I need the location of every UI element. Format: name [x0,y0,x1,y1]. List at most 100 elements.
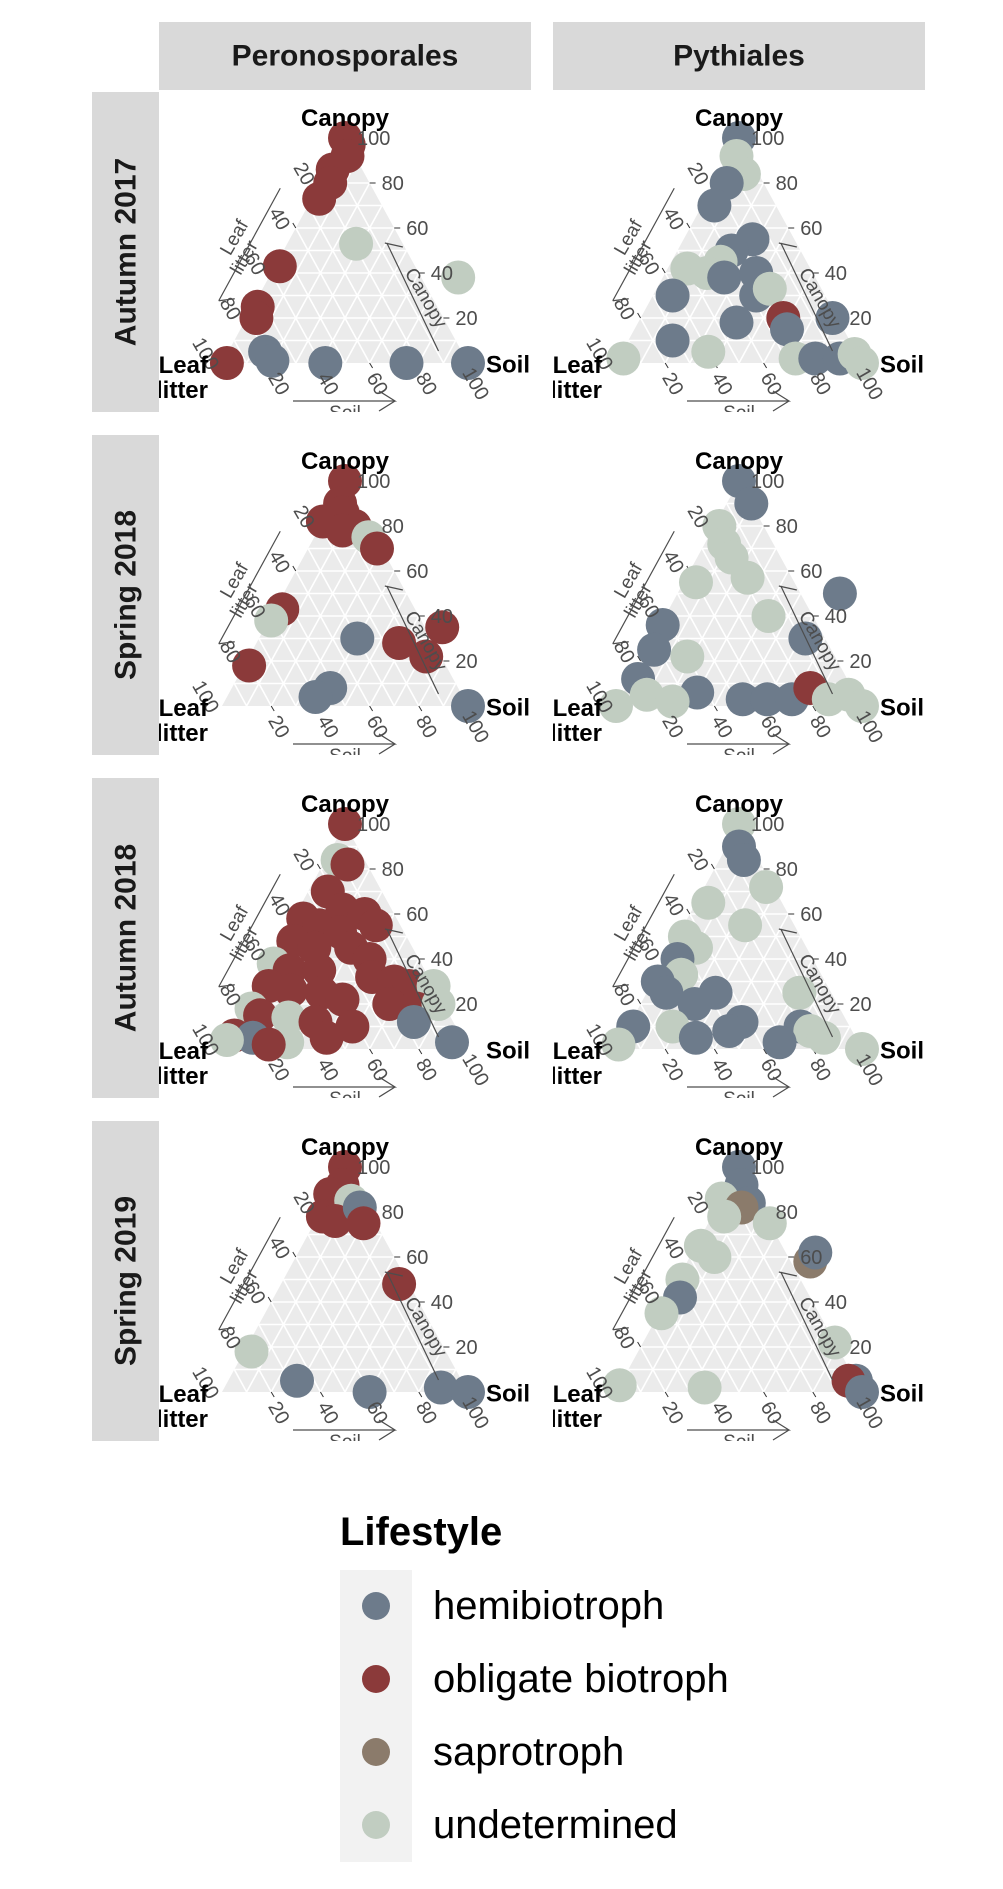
axis-arrow-litter [218,530,281,645]
tick-mark-soil [418,1048,423,1055]
grid-line-soil [418,317,445,364]
tick-mark-litter [661,267,666,274]
grid-line-soil [295,548,383,707]
tick-mark-soil [270,1391,275,1398]
ternary-point-obligate-biotroph [209,346,244,380]
tick-label-soil: 80 [411,712,441,742]
tick-label-soil: 60 [362,1055,392,1085]
tick-label-canopy: 20 [849,651,871,673]
tick-mark-soil [369,1048,374,1055]
axis-arrow-litter-head [612,641,629,645]
apex-label-leaf-litter: litter [550,377,602,404]
tick-label-canopy: 80 [382,1202,404,1224]
ternary-tick-marks [637,177,844,369]
ternary-point-undetermined [606,341,641,376]
tick-label-soil: 20 [657,712,687,742]
apex-label-leaf-litter: Leaf [553,695,603,722]
legend-item-hemibiotroph: hemibiotroph [362,1584,664,1628]
axis-arrow-canopy [386,585,440,695]
ternary-point-undetermined [254,603,289,638]
tick-label-canopy: 100 [357,814,390,836]
grid-line-litter [639,1003,666,1050]
apex-label-leaf-litter: litter [156,720,208,747]
ternary-point-undetermined [271,1000,306,1035]
ternary-point-obligate-biotroph [325,513,360,548]
ternary-points [606,121,879,380]
ternary-point-obligate-biotroph [335,1009,370,1044]
tick-mark-soil [763,1048,768,1055]
ternary-point-hemibiotroph [655,323,690,358]
ternary-point-obligate-biotroph [239,301,274,335]
axis-title-soil: Soil [329,403,361,424]
apex-label-canopy: Canopy [301,1134,390,1161]
ternary-points [599,464,879,723]
axis-arrow-soil [293,390,398,412]
tick-label-litter: 20 [289,845,319,875]
ternary-axis-arrows [612,1216,834,1441]
axis-arrow-canopy-head [384,928,403,934]
apex-label-leaf-litter: litter [550,720,602,747]
ternary-point-hemibiotroph [340,621,375,656]
ternary-point-hemibiotroph [725,682,760,717]
ternary-point-hemibiotroph [298,680,333,714]
grid-line-soil [344,593,408,707]
tick-label-canopy: 40 [431,1292,453,1314]
grid-line-soil [442,340,457,364]
ternary-axis-arrows [612,873,834,1098]
tick-label-canopy: 40 [431,263,453,285]
ternary-point-obligate-biotroph [328,807,362,841]
axis-arrow-litter-head [612,298,629,302]
ternary-point-undetermined [601,1027,636,1062]
axis-arrow-soil [687,733,792,755]
grid-line-soil [418,660,445,707]
apex-label-soil: Soil [880,695,924,722]
axis-arrow-canopy [386,928,440,1038]
tick-label-canopy: 80 [382,516,404,538]
tick-label-canopy: 40 [825,1292,847,1314]
ternary-point-hemibiotroph [649,975,684,1010]
tick-mark-soil [713,705,718,712]
ternary-point-hemibiotroph [707,260,742,295]
grid-line-soil [762,1301,814,1393]
tick-label-canopy: 40 [825,263,847,285]
grid-line-soil [738,1279,802,1393]
tick-label-canopy: 60 [800,904,822,926]
ternary-point-undetermined [751,599,786,633]
ternary-point-hemibiotroph [770,312,804,347]
axis-arrow-canopy [780,585,834,695]
legend-label: saprotroph [433,1730,624,1774]
ternary-point-undetermined [697,1240,732,1274]
axis-arrow-litter-head [218,984,235,988]
apex-label-canopy: Canopy [301,791,390,818]
ternary-point-obligate-biotroph [382,626,417,660]
legend-key-hemibiotroph [362,1592,390,1620]
legend-label: undetermined [433,1803,678,1847]
axis-title-soil: Soil [723,746,755,767]
row-strip-background [92,778,159,1098]
axis-arrow-litter [612,1216,675,1331]
tick-label-litter: 40 [264,204,294,234]
ternary-point-hemibiotroph [435,1025,469,1060]
apex-label-leaf-litter: Leaf [553,352,603,379]
tick-label-soil: 20 [263,1398,293,1428]
row-strip-label: Autumn 2018 [110,844,143,1032]
tick-label-canopy: 100 [357,471,390,493]
tick-label-canopy: 40 [825,606,847,628]
ternary-point-obligate-biotroph [346,1206,381,1241]
axis-arrow-litter-head [218,298,235,302]
tick-label-litter: 40 [264,547,294,577]
axis-arrow-litter [612,873,675,988]
grid-line-soil [836,1026,851,1050]
ternary-point-obligate-biotroph [382,1267,417,1301]
axis-arrow-canopy-head [384,1271,403,1277]
tick-mark-litter [686,908,691,915]
tick-label-canopy: 20 [849,994,871,1016]
ternary-point-undetermined [644,1296,679,1331]
ternary-point-hemibiotroph [423,1370,458,1405]
